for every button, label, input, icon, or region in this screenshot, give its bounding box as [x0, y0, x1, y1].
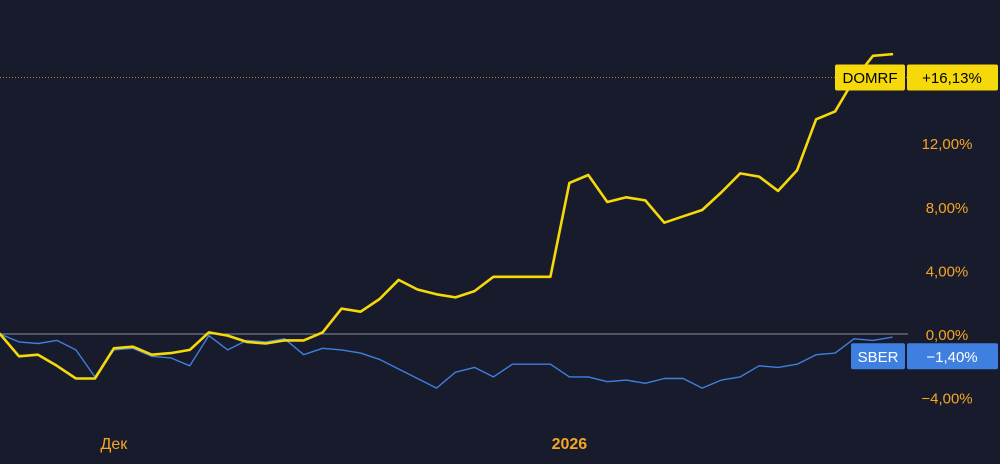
badge-value-bg-domrf [907, 64, 998, 91]
y-axis-ticks: 12,00% 8,00% 4,00% 0,00% −4,00% [921, 136, 972, 407]
series-line-sber[interactable] [0, 333, 893, 389]
badge-name-domrf: DOMRF [843, 70, 898, 87]
series-layer [0, 52, 894, 389]
series-line-domrf[interactable] [0, 52, 894, 380]
legend-badges: DOMRF +16,13% SBER −1,40% [835, 64, 998, 370]
badge-value-domrf: +16,13% [922, 70, 982, 87]
y-tick-label: 4,00% [926, 263, 969, 280]
y-tick-label: 12,00% [922, 136, 973, 153]
badge-name-sber: SBER [858, 349, 899, 366]
badge-value-sber: −1,40% [926, 349, 977, 366]
badge-value-bg-sber [907, 343, 998, 370]
y-tick-label: 8,00% [926, 200, 969, 217]
x-tick-label: Дек [101, 436, 129, 453]
x-tick-label: 2026 [552, 436, 588, 453]
y-tick-label: 0,00% [926, 327, 969, 344]
y-tick-label: −4,00% [921, 391, 972, 408]
x-axis-ticks: Дек 2026 [101, 436, 588, 453]
badge-name-bg-domrf [835, 64, 905, 91]
badge-name-bg-sber [851, 343, 905, 370]
